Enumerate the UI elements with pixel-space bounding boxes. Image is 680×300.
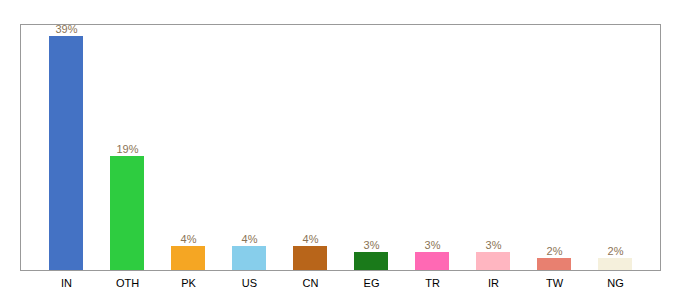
svg-text:4%: 4% — [242, 233, 258, 245]
svg-text:NG: NG — [607, 277, 624, 289]
svg-text:39%: 39% — [55, 22, 78, 35]
svg-text:EG: EG — [364, 277, 380, 289]
svg-text:US: US — [242, 277, 257, 289]
svg-text:IN: IN — [61, 277, 72, 289]
svg-text:IR: IR — [488, 277, 499, 289]
svg-text:2%: 2% — [608, 245, 624, 257]
svg-text:OTH: OTH — [116, 277, 139, 289]
svg-text:4%: 4% — [181, 233, 197, 245]
svg-text:19%: 19% — [116, 143, 138, 155]
svg-text:3%: 3% — [364, 239, 380, 251]
svg-text:3%: 3% — [425, 239, 441, 251]
svg-text:CN: CN — [303, 277, 319, 289]
svg-text:TW: TW — [546, 277, 564, 289]
svg-text:2%: 2% — [547, 245, 563, 257]
svg-text:4%: 4% — [303, 233, 319, 245]
svg-text:PK: PK — [181, 277, 196, 289]
svg-text:TR: TR — [425, 277, 440, 289]
svg-text:3%: 3% — [486, 239, 502, 251]
